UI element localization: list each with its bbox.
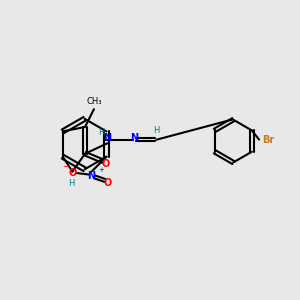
Text: Br: Br	[262, 135, 274, 145]
Text: H: H	[68, 179, 74, 188]
Text: O: O	[102, 159, 110, 169]
Text: N: N	[103, 133, 111, 143]
Text: −: −	[62, 163, 69, 172]
Text: CH₃: CH₃	[86, 97, 102, 106]
Text: H: H	[153, 126, 160, 135]
Text: N: N	[88, 171, 96, 181]
Text: O: O	[68, 168, 76, 178]
Text: H: H	[98, 128, 105, 137]
Text: N: N	[130, 133, 138, 143]
Text: O: O	[104, 178, 112, 188]
Text: +: +	[98, 167, 104, 173]
